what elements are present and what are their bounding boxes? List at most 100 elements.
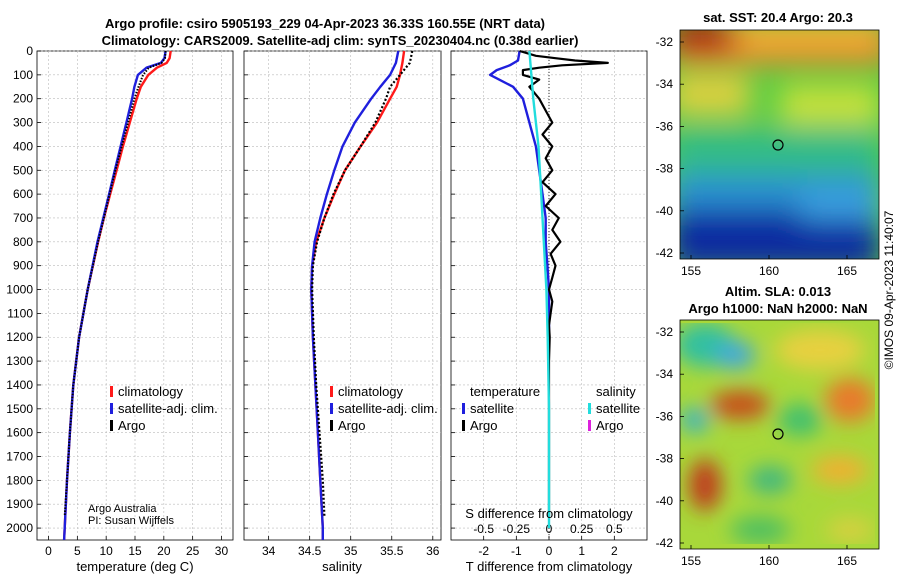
depth-tick-label: 2000: [6, 521, 33, 535]
legend-label-climatology: climatology: [338, 384, 404, 399]
depth-tick-label: 200: [13, 92, 33, 106]
series-line-argo-temp: [519, 49, 609, 517]
legend-swatch-satellite: [110, 403, 113, 414]
lat-tick-label: -34: [656, 367, 674, 381]
temperature-lines: [62, 50, 172, 541]
series-line-satellite-sal: [528, 50, 551, 529]
s-tick-label: -0.5: [473, 522, 494, 536]
sla-lat-labels: -32 -34 -36 -38 -40 -42: [656, 325, 684, 550]
lat-tick-label: -34: [656, 77, 674, 91]
difference-lines: [489, 49, 609, 540]
sst-map: sat. SST: 20.4 Argo: 20.3 -32 -34 -36 -38 -4…: [656, 10, 880, 278]
salinity-xlabel: salinity: [322, 559, 362, 574]
sla-blob: [775, 330, 865, 370]
sla-field: [680, 320, 879, 549]
x-tick-label: -1: [511, 544, 522, 558]
copyright-label: ©IMOS 09-Apr-2023 11:40:07: [882, 210, 896, 369]
x-tick-label: 34: [262, 544, 276, 558]
sla-blob: [748, 466, 792, 494]
depth-tick-label: 1700: [6, 450, 33, 464]
depth-tick-label: 500: [13, 163, 33, 177]
s-tick-label: 0.25: [570, 522, 594, 536]
sla-blob: [689, 459, 721, 511]
sst-argo-marker: [772, 139, 784, 151]
lat-tick-label: -32: [656, 35, 674, 49]
depth-tick-label: 900: [13, 259, 33, 273]
legend-label-argo: Argo: [338, 418, 365, 433]
sst-blob: [780, 85, 879, 125]
lat-tick-label: -42: [656, 246, 674, 260]
sla-map-frame: [679, 319, 880, 550]
s-difference-tick-labels: -0.5 -0.25 0 0.25 0.5: [473, 522, 623, 536]
x-tick-label: 34.5: [298, 544, 322, 558]
sla-blob: [681, 408, 709, 432]
depth-tick-label: 1800: [6, 473, 33, 487]
sst-blob: [740, 30, 879, 50]
lon-tick-label: 155: [681, 554, 701, 568]
x-tick-label: 0: [546, 544, 553, 558]
x-tick-label: 0: [45, 544, 52, 558]
depth-tick-label: 1900: [6, 497, 33, 511]
depth-tick-label: 1200: [6, 330, 33, 344]
annotation-argo-australia: Argo Australia: [88, 503, 157, 515]
legend-label-sat-sal: satellite: [596, 401, 640, 416]
depth-tick-labels: 0 100 200 300 400 500 600 700 800 900 1000 1100 1200…: [6, 44, 33, 535]
series-line-satellite: [310, 50, 400, 540]
title-line-2: Climatology: CARS2009. Satellite-adj cli…: [102, 33, 579, 48]
lat-tick-label: -38: [656, 452, 674, 466]
legend-swatch-argo: [110, 420, 113, 431]
lat-tick-label: -36: [656, 119, 674, 133]
sst-lat-labels: -32 -34 -36 -38 -40 -42: [656, 35, 684, 260]
lat-tick-label: -40: [656, 204, 674, 218]
temperature-grid: [37, 50, 233, 540]
sst-blob: [800, 190, 879, 220]
temperature-panel: 0100200300400500600700800900100011001200…: [6, 44, 234, 574]
legend-swatch-climatology: [110, 386, 113, 397]
lat-tick-label: -38: [656, 162, 674, 176]
sla-blob: [730, 516, 790, 544]
series-line-argo: [311, 50, 414, 517]
sst-map-frame: [679, 29, 880, 260]
lat-tick-label: -40: [656, 494, 674, 508]
sla-lon-labels: 155 160 165: [681, 545, 857, 568]
sla-map-title-2: Argo h1000: NaN h2000: NaN: [688, 301, 867, 316]
legend-swatch-satellite: [330, 403, 333, 414]
sla-blob: [710, 391, 770, 419]
legend-title-salinity: salinity: [596, 384, 636, 399]
s-tick-label: -0.25: [503, 522, 531, 536]
depth-tick-label: 600: [13, 187, 33, 201]
x-tick-label: 35: [344, 544, 358, 558]
sla-map-title-1: Altim. SLA: 0.013: [725, 284, 831, 299]
annotation-pi: PI: Susan Wijffels: [88, 515, 174, 527]
salinity-axes-frame: [243, 50, 442, 541]
legend-swatch-argo-sal: [588, 420, 591, 431]
depth-tick-label: 1300: [6, 354, 33, 368]
difference-legend: temperature salinity satellite Argo sate…: [462, 384, 640, 433]
series-line-argo: [63, 50, 167, 517]
lon-tick-label: 160: [759, 264, 779, 278]
x-tick-label: 1: [578, 544, 585, 558]
depth-tick-label: 1400: [6, 378, 33, 392]
salinity-tick-labels: 34 34.5 35 35.5 36: [262, 544, 440, 558]
salinity-legend: climatology satellite-adj. clim. Argo: [330, 384, 438, 433]
depth-tick-label: 1100: [7, 306, 33, 320]
depth-tick-label: 300: [13, 116, 33, 130]
salinity-lines: [310, 50, 414, 540]
t-difference-tick-labels: -2 -1 0 1 2: [478, 544, 618, 558]
difference-panel: -2 -1 0 1 2 -0.5 -0.25 0 0.25 0.5 T difference f…: [450, 49, 648, 574]
legend-label-argo-temp: Argo: [470, 418, 497, 433]
lon-tick-label: 160: [759, 554, 779, 568]
sst-lon-labels: 155 160 165: [681, 255, 857, 278]
legend-swatch-climatology: [330, 386, 333, 397]
depth-tick-label: 700: [13, 211, 33, 225]
sla-blob: [812, 456, 868, 484]
depth-tick-label: 100: [13, 68, 33, 82]
legend-swatch-sat-temp: [462, 403, 465, 414]
x-tick-label: 36: [426, 544, 440, 558]
legend-label-argo: Argo: [118, 418, 145, 433]
legend-swatch-argo: [330, 420, 333, 431]
sst-field: [680, 30, 879, 259]
lon-tick-label: 155: [681, 264, 701, 278]
temperature-legend: climatology satellite-adj. clim. Argo: [110, 384, 218, 433]
